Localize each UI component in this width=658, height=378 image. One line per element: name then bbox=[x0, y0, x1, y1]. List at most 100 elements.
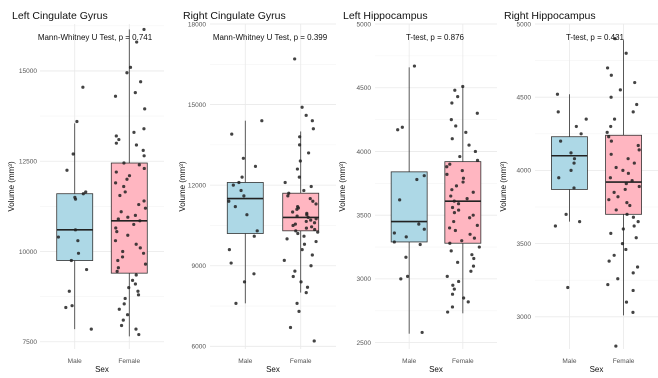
data-point bbox=[239, 188, 243, 193]
y-tick-label: 3000 bbox=[357, 276, 372, 283]
data-point bbox=[114, 226, 118, 230]
x-tick-label: Male bbox=[402, 358, 416, 365]
data-point bbox=[621, 227, 625, 231]
x-axis-label: Sex bbox=[429, 365, 443, 373]
data-point bbox=[255, 229, 259, 233]
data-point bbox=[609, 124, 613, 129]
data-point bbox=[71, 152, 75, 156]
data-point bbox=[405, 274, 410, 278]
data-point bbox=[81, 85, 85, 89]
data-point bbox=[637, 184, 641, 189]
data-point bbox=[579, 132, 583, 136]
data-point bbox=[420, 330, 424, 335]
data-point bbox=[450, 292, 455, 296]
data-point bbox=[445, 165, 449, 169]
data-point bbox=[305, 285, 310, 289]
data-point bbox=[297, 143, 302, 147]
data-point bbox=[127, 286, 131, 290]
data-point bbox=[286, 194, 290, 198]
box-female bbox=[110, 162, 148, 274]
data-point bbox=[298, 159, 302, 163]
data-point bbox=[314, 239, 318, 244]
data-point bbox=[468, 232, 472, 236]
data-point bbox=[631, 288, 635, 293]
data-point bbox=[404, 255, 408, 259]
data-point bbox=[631, 215, 635, 219]
data-point bbox=[456, 202, 461, 206]
data-point bbox=[142, 127, 146, 131]
data-point bbox=[143, 206, 148, 210]
data-point bbox=[285, 237, 289, 241]
y-axis-label: Volume (mm³) bbox=[499, 161, 508, 212]
data-point bbox=[302, 234, 306, 238]
data-point bbox=[445, 274, 449, 278]
data-point bbox=[69, 258, 73, 263]
data-point bbox=[631, 271, 635, 275]
y-axis-label: Volume (mm³) bbox=[338, 161, 347, 212]
data-point bbox=[624, 247, 628, 252]
data-point bbox=[113, 94, 118, 98]
data-point bbox=[114, 134, 118, 138]
data-point bbox=[132, 222, 136, 227]
x-tick-label: Male bbox=[68, 358, 82, 365]
data-point bbox=[616, 195, 620, 199]
data-point bbox=[456, 95, 460, 99]
x-tick-label: Female bbox=[452, 358, 474, 365]
data-point bbox=[117, 307, 121, 311]
data-point bbox=[293, 57, 297, 61]
data-point bbox=[609, 152, 613, 156]
data-point bbox=[295, 301, 299, 305]
data-point bbox=[142, 27, 146, 32]
panel-subtitle: T-test, p = 0.431 bbox=[566, 33, 625, 42]
data-point bbox=[133, 213, 138, 217]
data-point bbox=[311, 199, 315, 203]
data-point bbox=[392, 240, 396, 244]
data-point bbox=[448, 241, 452, 245]
data-point bbox=[454, 184, 459, 188]
data-point bbox=[462, 296, 466, 300]
data-point bbox=[128, 65, 133, 69]
data-point bbox=[578, 220, 582, 224]
data-point bbox=[572, 186, 576, 190]
y-tick-label: 4000 bbox=[517, 168, 532, 175]
data-point bbox=[312, 221, 317, 225]
data-point bbox=[450, 101, 454, 105]
data-point bbox=[422, 227, 426, 231]
data-point bbox=[252, 234, 256, 238]
data-point bbox=[309, 218, 313, 222]
panel-2: 6000 9000 12000 15000 18000 Male Female Right C… bbox=[178, 10, 336, 374]
data-point bbox=[453, 228, 457, 233]
x-axis-label: Sex bbox=[95, 365, 109, 373]
data-point bbox=[116, 217, 120, 221]
data-point bbox=[316, 230, 320, 234]
y-tick-label: 5000 bbox=[517, 21, 532, 28]
data-point bbox=[84, 190, 88, 194]
data-point bbox=[310, 119, 314, 123]
data-point bbox=[81, 192, 85, 196]
panel-title: Right Cingulate Gyrus bbox=[183, 10, 286, 22]
data-point bbox=[635, 102, 639, 107]
data-point bbox=[448, 162, 452, 166]
data-point bbox=[230, 132, 234, 136]
data-point bbox=[293, 222, 297, 226]
data-point bbox=[302, 242, 307, 246]
data-point bbox=[470, 253, 474, 257]
data-point bbox=[609, 95, 613, 99]
data-point bbox=[134, 273, 138, 277]
x-tick-label: Male bbox=[238, 358, 252, 365]
data-point bbox=[227, 199, 231, 203]
data-point bbox=[468, 216, 472, 220]
data-point bbox=[122, 161, 126, 165]
y-tick-label: 4000 bbox=[357, 149, 372, 156]
y-tick-label: 6000 bbox=[192, 344, 207, 351]
data-point bbox=[142, 199, 146, 203]
data-point bbox=[116, 266, 120, 270]
x-tick-label: Male bbox=[562, 358, 576, 365]
data-point bbox=[555, 92, 560, 96]
data-point bbox=[305, 213, 309, 217]
data-point bbox=[302, 188, 306, 193]
data-point bbox=[559, 139, 563, 143]
data-point bbox=[227, 248, 231, 252]
x-axis-label: Sex bbox=[590, 365, 604, 373]
data-point bbox=[135, 40, 139, 44]
